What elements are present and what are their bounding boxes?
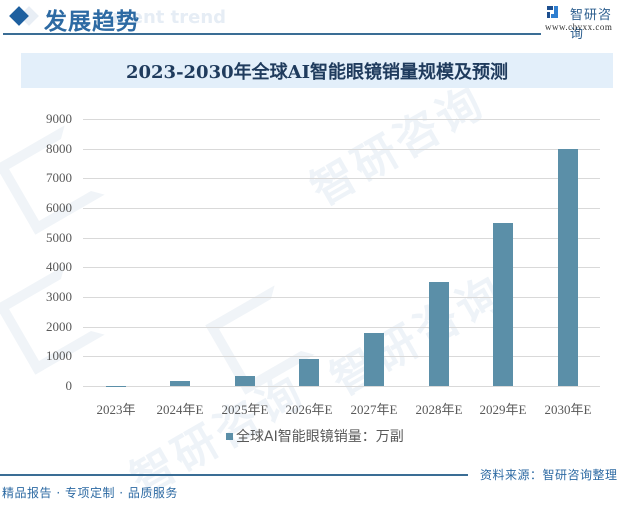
y-axis-tick-label: 4000 (20, 260, 72, 274)
y-axis-tick-label: 2000 (20, 320, 72, 334)
bar (170, 381, 190, 386)
x-axis-tick-label: 2027年E (342, 399, 406, 418)
y-axis-tick-label: 5000 (20, 231, 72, 245)
legend-label: 全球AI智能眼镜销量：万副 (236, 426, 404, 446)
y-axis-tick-label: 6000 (20, 201, 72, 215)
gridline (83, 386, 600, 387)
footer-slogan: 精品报告 · 专项定制 · 品质服务 (2, 484, 178, 501)
gridline (83, 149, 600, 150)
gridline (83, 356, 600, 357)
bar (493, 223, 513, 386)
bar (364, 333, 384, 386)
x-axis-tick-label: 2025年E (213, 399, 277, 418)
bar (235, 376, 255, 386)
x-axis-tick-label: 2028年E (407, 399, 471, 418)
x-axis-tick-label: 2030年E (536, 399, 600, 418)
y-axis-tick-label: 3000 (20, 290, 72, 304)
gridline (83, 267, 600, 268)
legend-square-icon (226, 433, 233, 440)
x-axis-tick-label: 2029年E (471, 399, 535, 418)
gridline (83, 208, 600, 209)
bar (558, 149, 578, 386)
chart-legend: 全球AI智能眼镜销量：万副 (226, 426, 404, 446)
source-note: 资料来源：智研咨询整理 (480, 466, 618, 483)
y-axis-tick-label: 1000 (20, 349, 72, 363)
bar (299, 359, 319, 386)
footer-divider (0, 474, 468, 476)
bar (429, 282, 449, 386)
y-axis-tick-label: 9000 (20, 112, 72, 126)
x-axis-tick-label: 2023年 (84, 399, 148, 418)
gridline (83, 178, 600, 179)
y-axis-tick-label: 8000 (20, 142, 72, 156)
gridline (83, 327, 600, 328)
y-axis-tick-label: 7000 (20, 171, 72, 185)
gridline (83, 238, 600, 239)
gridline (83, 297, 600, 298)
x-axis-tick-label: 2026年E (277, 399, 341, 418)
x-axis-tick-label: 2024年E (148, 399, 212, 418)
y-axis-tick-label: 0 (20, 379, 72, 393)
gridline (83, 119, 600, 120)
